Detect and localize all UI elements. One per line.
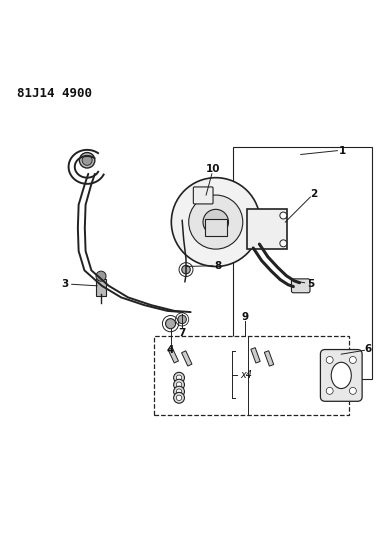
Text: x4: x4 [240,370,252,379]
Circle shape [280,240,287,247]
FancyBboxPatch shape [193,187,213,204]
Circle shape [326,387,333,394]
Text: 4: 4 [167,345,174,355]
Bar [154,336,349,415]
Circle shape [178,315,186,324]
Polygon shape [168,348,179,363]
Text: 7: 7 [179,328,186,338]
Ellipse shape [331,362,351,389]
Circle shape [280,212,287,219]
Circle shape [326,357,333,364]
Circle shape [96,271,106,281]
Circle shape [173,386,184,397]
Circle shape [176,389,182,394]
Circle shape [349,357,356,364]
Bar [205,220,226,236]
Text: 2: 2 [310,189,317,199]
Text: 1: 1 [338,146,346,156]
Circle shape [349,387,356,394]
Bar [233,147,372,378]
Text: 81J14 4900: 81J14 4900 [17,87,92,100]
FancyBboxPatch shape [291,279,310,293]
Circle shape [82,155,92,165]
Circle shape [173,373,184,383]
FancyBboxPatch shape [321,350,362,401]
Circle shape [203,209,228,235]
Polygon shape [182,351,192,366]
Circle shape [166,319,175,329]
Circle shape [176,375,182,381]
Circle shape [173,379,184,390]
Text: 9: 9 [241,312,248,322]
Circle shape [176,395,182,400]
Polygon shape [265,351,274,366]
Circle shape [79,152,95,168]
Bar [247,208,287,249]
Circle shape [176,382,182,387]
Text: 8: 8 [215,261,222,271]
Circle shape [171,177,260,266]
Text: 5: 5 [307,279,314,289]
Polygon shape [96,279,107,296]
Circle shape [182,265,190,274]
Circle shape [173,392,184,403]
Circle shape [189,195,243,249]
Text: 3: 3 [61,279,68,289]
Text: 10: 10 [206,164,220,174]
Polygon shape [251,348,260,363]
Text: 6: 6 [364,344,372,354]
